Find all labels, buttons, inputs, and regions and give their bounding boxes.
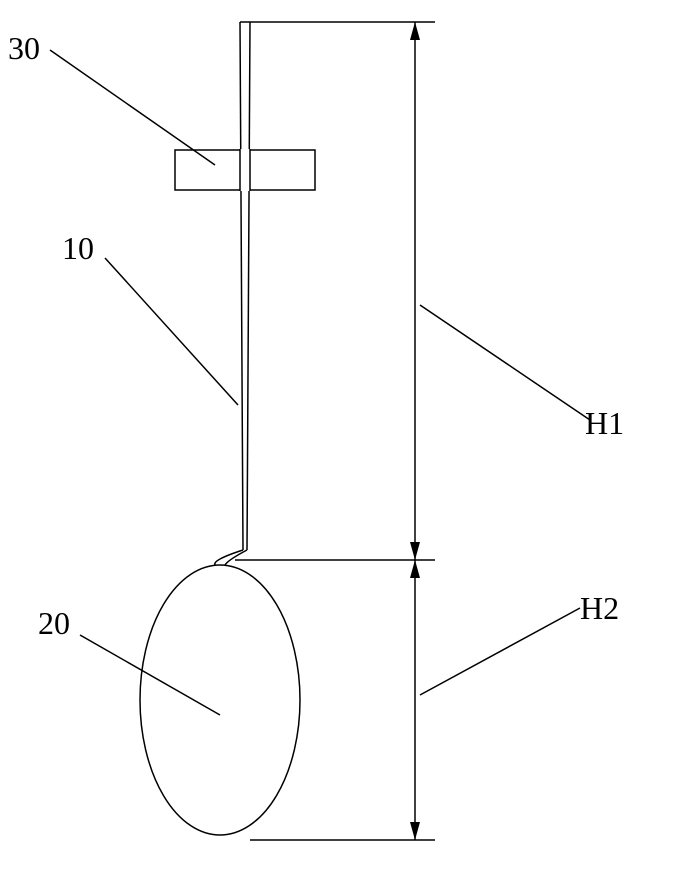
label-30: 30 bbox=[8, 30, 40, 67]
technical-diagram: 30 10 20 H1 H2 bbox=[0, 0, 678, 879]
label-10: 10 bbox=[62, 230, 94, 267]
label-H2: H2 bbox=[580, 590, 619, 627]
crossbar-shape bbox=[175, 149, 315, 191]
label-H1: H1 bbox=[585, 405, 624, 442]
ellipse-shape bbox=[140, 550, 300, 835]
label-20: 20 bbox=[38, 605, 70, 642]
dimension-lines bbox=[235, 22, 435, 840]
diagram-svg bbox=[0, 0, 678, 879]
leader-lines bbox=[50, 50, 590, 715]
tube-shape bbox=[240, 22, 250, 550]
